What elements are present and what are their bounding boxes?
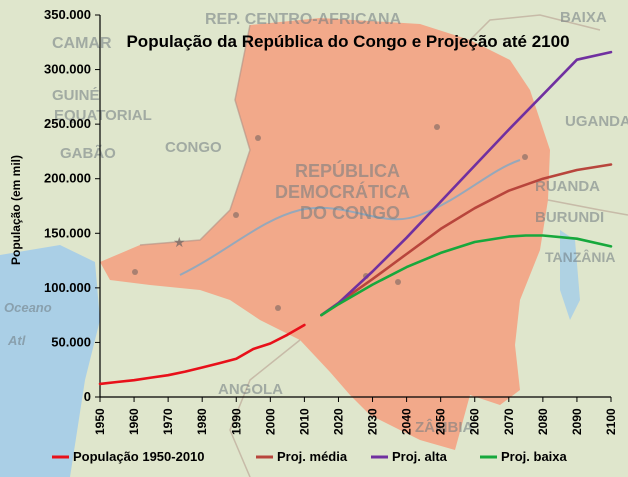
x-tick-label: 2090 xyxy=(570,408,584,435)
map-city-dot xyxy=(233,212,239,218)
map-border xyxy=(229,339,301,477)
chart-plot: População da República do Congo e Projeç… xyxy=(9,7,618,464)
map-label: ANGOLA xyxy=(218,381,283,398)
x-tick-label: 2000 xyxy=(263,408,277,435)
x-tick-label: 1970 xyxy=(161,408,175,435)
map-label: REPÚBLICA xyxy=(295,160,400,181)
x-tick-label: 2020 xyxy=(331,408,345,435)
series-line-2 xyxy=(320,163,613,317)
chart-title: População da República do Congo e Projeç… xyxy=(126,32,569,51)
x-tick-label: 2050 xyxy=(434,408,448,435)
series-line-3 xyxy=(320,50,613,317)
y-axis-label: População (em mil) xyxy=(9,155,23,265)
map-river xyxy=(179,159,521,276)
x-tick-label: 1950 xyxy=(93,408,107,435)
legend: População 1950-2010 Proj. média Proj. alta… xyxy=(52,449,568,464)
map-label: TANZÂNIA xyxy=(545,248,616,265)
map-border xyxy=(139,24,251,246)
x-tick-label: 1960 xyxy=(127,408,141,435)
map-city-dot xyxy=(522,154,528,160)
series-line-4 xyxy=(320,234,613,317)
map-capital-star-icon: ★ xyxy=(173,234,186,250)
legend-label: Proj. alta xyxy=(392,449,448,464)
map-city-dot xyxy=(395,279,401,285)
map-label: GUINÉ xyxy=(52,87,100,104)
map-city-dot xyxy=(132,269,138,275)
map-label: DO CONGO xyxy=(300,203,400,223)
map-label: BURUNDI xyxy=(535,209,604,226)
x-tick-label: 2080 xyxy=(536,408,550,435)
x-tick-label: 2010 xyxy=(297,408,311,435)
map-label: REP. CENTRO-AFRICANA xyxy=(205,11,402,28)
y-tick-label: 150.000 xyxy=(44,225,91,240)
map-label: RUANDA xyxy=(535,178,600,195)
map-label: DEMOCRÁTICA xyxy=(275,181,410,202)
map-lake xyxy=(560,230,580,320)
map-border xyxy=(547,199,628,216)
map-city-dot xyxy=(434,124,440,130)
y-tick-label: 350.000 xyxy=(44,7,91,22)
series-line-1 xyxy=(98,323,306,386)
map-label: UGANDA xyxy=(565,113,628,130)
map-border xyxy=(469,14,601,41)
map-label: CONGO xyxy=(165,139,222,156)
legend-label: Proj. baixa xyxy=(501,449,568,464)
y-tick-label: 250.000 xyxy=(44,116,91,131)
series-layer xyxy=(98,50,613,386)
y-tick-label: 50.000 xyxy=(51,334,91,349)
map-label: GABÃO xyxy=(60,144,116,162)
map-city-dot xyxy=(255,135,261,141)
map-label: Oceano xyxy=(4,300,52,315)
x-tick-label: 1980 xyxy=(195,408,209,435)
x-tick-label: 1990 xyxy=(229,408,243,435)
y-tick-label: 0 xyxy=(84,389,91,404)
map-label: BAIXA xyxy=(560,9,607,26)
map-city-dot xyxy=(275,305,281,311)
x-tick-label: 2040 xyxy=(400,408,414,435)
map-label: ZÂMBIA xyxy=(415,418,473,436)
map-ocean xyxy=(0,245,100,477)
x-tick-label: 2100 xyxy=(604,408,618,435)
map-label: EQUATORIAL xyxy=(54,107,152,124)
axes: 0 50.000 100.000 150.000 200.000 250.000 300.0… xyxy=(44,7,618,435)
x-tick-label: 2060 xyxy=(468,408,482,435)
y-tick-label: 300.000 xyxy=(44,62,91,77)
y-tick-label: 100.000 xyxy=(44,280,91,295)
legend-label: População 1950-2010 xyxy=(73,449,205,464)
y-tick-label: 200.000 xyxy=(44,171,91,186)
map-label: Atl xyxy=(7,333,26,348)
map-label: CAMAR xyxy=(52,35,112,52)
legend-label: Proj. média xyxy=(277,449,348,464)
x-tick-label: 2030 xyxy=(366,408,380,435)
x-tick-label: 2070 xyxy=(502,408,516,435)
